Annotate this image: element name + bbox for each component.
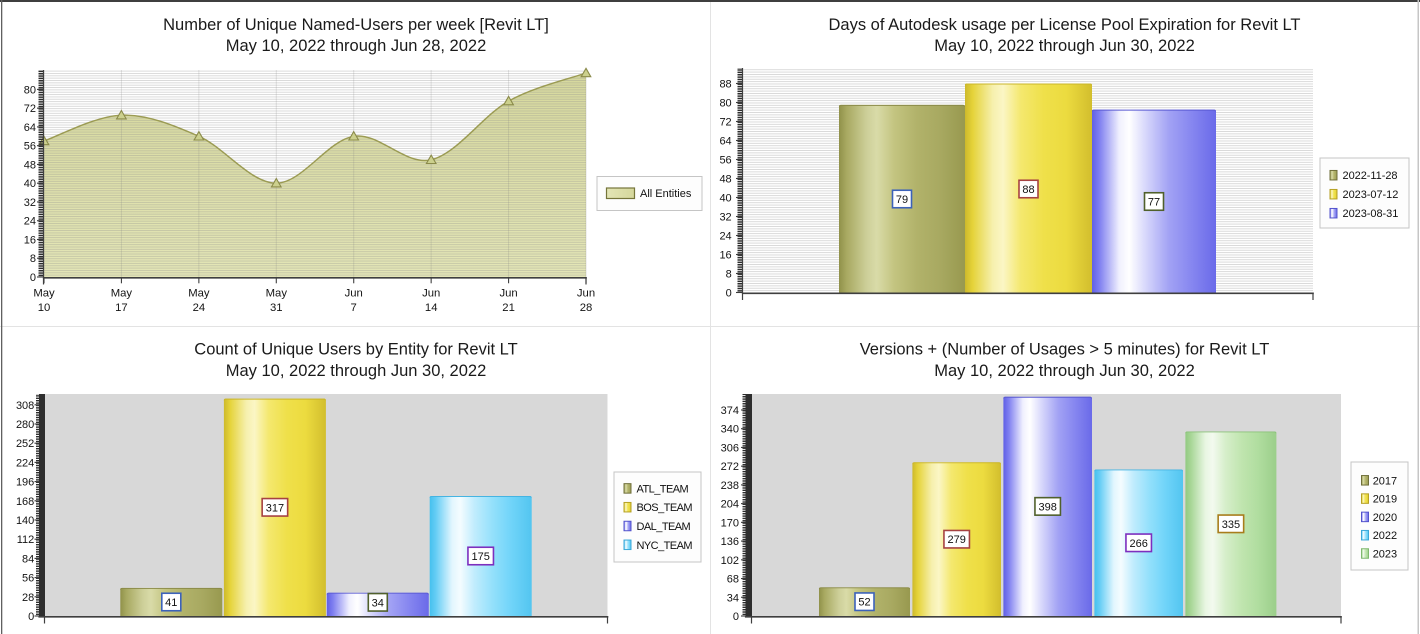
- svg-text:266: 266: [1130, 538, 1148, 550]
- svg-text:40: 40: [24, 178, 36, 190]
- svg-text:28: 28: [580, 302, 593, 314]
- svg-text:80: 80: [719, 98, 731, 110]
- svg-text:280: 280: [16, 419, 34, 431]
- svg-text:16: 16: [719, 250, 731, 262]
- svg-text:21: 21: [502, 302, 515, 314]
- svg-text:28: 28: [22, 592, 34, 604]
- svg-text:196: 196: [16, 477, 34, 489]
- svg-text:May: May: [33, 287, 55, 299]
- svg-text:140: 140: [16, 515, 34, 527]
- svg-text:2023-08-31: 2023-08-31: [1343, 208, 1399, 220]
- svg-text:170: 170: [721, 517, 739, 529]
- svg-text:84: 84: [22, 553, 34, 565]
- svg-text:77: 77: [1148, 197, 1160, 209]
- svg-text:Number of Unique Named-Users p: Number of Unique Named-Users per week [R…: [163, 16, 549, 34]
- svg-text:175: 175: [472, 551, 490, 563]
- svg-text:102: 102: [721, 555, 739, 567]
- svg-text:34: 34: [372, 597, 384, 609]
- svg-text:32: 32: [24, 197, 36, 209]
- svg-text:Jun: Jun: [577, 287, 595, 299]
- svg-text:14: 14: [425, 302, 438, 314]
- svg-text:168: 168: [16, 496, 34, 508]
- svg-text:NYC_TEAM: NYC_TEAM: [637, 540, 693, 552]
- svg-text:279: 279: [948, 534, 966, 546]
- svg-text:Versions + (Number of Usages >: Versions + (Number of Usages > 5 minutes…: [860, 340, 1270, 358]
- svg-text:112: 112: [17, 534, 35, 546]
- svg-text:238: 238: [721, 480, 739, 492]
- svg-text:41: 41: [165, 597, 177, 609]
- svg-text:56: 56: [22, 573, 34, 585]
- svg-text:136: 136: [721, 536, 739, 548]
- svg-text:2019: 2019: [1373, 494, 1397, 506]
- svg-text:17: 17: [115, 302, 128, 314]
- svg-text:2020: 2020: [1373, 512, 1397, 524]
- svg-text:64: 64: [719, 136, 731, 148]
- svg-text:272: 272: [721, 461, 739, 473]
- svg-text:317: 317: [266, 502, 284, 514]
- svg-text:DAL_TEAM: DAL_TEAM: [637, 521, 691, 533]
- svg-text:2017: 2017: [1373, 475, 1397, 487]
- svg-text:48: 48: [24, 159, 36, 171]
- svg-text:0: 0: [726, 288, 732, 300]
- svg-text:398: 398: [1039, 501, 1057, 513]
- svg-text:252: 252: [16, 438, 34, 450]
- svg-text:May 10, 2022 through Jun 30, 2: May 10, 2022 through Jun 30, 2022: [226, 362, 487, 380]
- svg-text:34: 34: [727, 592, 739, 604]
- svg-text:306: 306: [721, 442, 739, 454]
- svg-text:May 10, 2022 through Jun 30, 2: May 10, 2022 through Jun 30, 2022: [934, 362, 1195, 380]
- svg-text:24: 24: [24, 216, 36, 228]
- svg-text:374: 374: [721, 405, 739, 417]
- svg-text:79: 79: [896, 194, 908, 206]
- svg-text:56: 56: [24, 141, 36, 153]
- svg-text:16: 16: [24, 235, 36, 247]
- svg-text:May: May: [266, 287, 288, 299]
- svg-text:72: 72: [24, 103, 36, 115]
- svg-text:88: 88: [719, 79, 731, 91]
- svg-text:68: 68: [727, 574, 739, 586]
- svg-text:80: 80: [24, 84, 36, 96]
- svg-text:204: 204: [721, 499, 739, 511]
- svg-text:May: May: [188, 287, 210, 299]
- svg-text:May 10, 2022 through Jun 28, 2: May 10, 2022 through Jun 28, 2022: [226, 37, 487, 55]
- svg-text:Jun: Jun: [345, 287, 363, 299]
- svg-text:56: 56: [719, 155, 731, 167]
- svg-text:All Entities: All Entities: [640, 188, 692, 200]
- svg-text:52: 52: [858, 597, 870, 609]
- svg-text:0: 0: [28, 611, 34, 623]
- svg-text:2023: 2023: [1373, 549, 1397, 561]
- svg-text:Count of Unique Users by Entit: Count of Unique Users by Entity for Revi…: [194, 340, 517, 358]
- svg-text:32: 32: [719, 212, 731, 224]
- svg-text:8: 8: [30, 253, 36, 265]
- svg-text:May 10, 2022 through Jun 30, 2: May 10, 2022 through Jun 30, 2022: [934, 37, 1195, 55]
- svg-text:335: 335: [1222, 519, 1240, 531]
- svg-text:64: 64: [24, 122, 36, 134]
- svg-text:BOS_TEAM: BOS_TEAM: [637, 502, 693, 514]
- svg-text:10: 10: [38, 302, 51, 314]
- svg-text:72: 72: [719, 117, 731, 129]
- svg-text:40: 40: [719, 193, 731, 205]
- svg-text:Jun: Jun: [422, 287, 440, 299]
- svg-text:ATL_TEAM: ATL_TEAM: [637, 483, 689, 495]
- svg-text:2022-11-28: 2022-11-28: [1343, 170, 1398, 182]
- svg-text:0: 0: [30, 272, 36, 284]
- svg-text:24: 24: [719, 231, 731, 243]
- svg-text:0: 0: [733, 611, 739, 623]
- svg-text:308: 308: [16, 400, 34, 412]
- svg-text:Days of Autodesk usage per Lic: Days of Autodesk usage per License Pool …: [828, 16, 1300, 34]
- svg-text:Jun: Jun: [499, 287, 517, 299]
- svg-text:2023-07-12: 2023-07-12: [1343, 189, 1399, 201]
- svg-text:340: 340: [721, 424, 739, 436]
- svg-text:88: 88: [1022, 184, 1034, 196]
- svg-text:24: 24: [193, 302, 206, 314]
- svg-text:7: 7: [351, 302, 357, 314]
- svg-text:8: 8: [726, 269, 732, 281]
- svg-text:2022: 2022: [1373, 530, 1397, 542]
- svg-text:224: 224: [16, 457, 34, 469]
- svg-text:31: 31: [270, 302, 283, 314]
- svg-text:48: 48: [719, 174, 731, 186]
- svg-text:May: May: [111, 287, 133, 299]
